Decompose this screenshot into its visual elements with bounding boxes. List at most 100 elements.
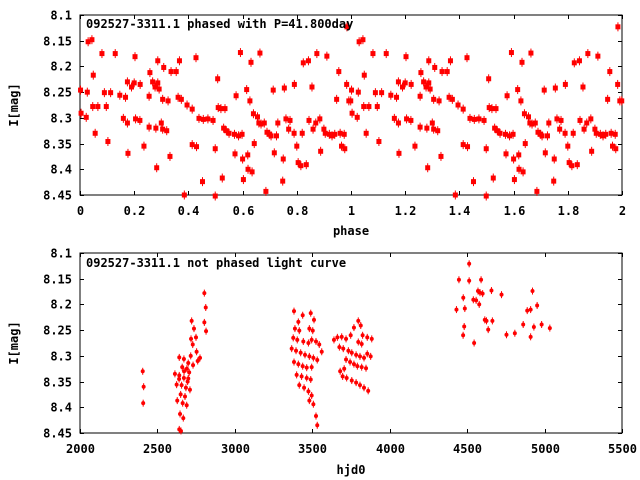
data-point	[525, 307, 530, 315]
data-point	[248, 57, 254, 67]
data-point	[480, 290, 485, 298]
data-point	[245, 164, 251, 174]
data-point	[184, 365, 189, 373]
data-point	[299, 128, 305, 138]
data-point	[365, 350, 370, 358]
data-point	[189, 317, 194, 325]
data-point	[531, 323, 536, 331]
data-point	[395, 118, 401, 128]
data-point	[619, 96, 625, 106]
data-point	[558, 115, 564, 125]
data-point	[310, 327, 315, 335]
data-point	[177, 371, 182, 379]
data-point	[175, 92, 181, 102]
data-point	[600, 131, 606, 141]
data-point	[249, 167, 255, 177]
data-point	[467, 260, 472, 268]
data-point	[360, 331, 365, 339]
data-points-panel1	[140, 260, 552, 435]
data-point	[291, 334, 296, 342]
x-tick-label: 1.8	[558, 204, 580, 218]
data-point	[176, 56, 182, 66]
data-point	[292, 307, 297, 315]
data-point	[581, 124, 587, 134]
data-point	[395, 77, 401, 87]
data-point	[326, 129, 332, 139]
data-point	[361, 70, 367, 80]
data-point	[174, 381, 179, 389]
data-point	[412, 141, 418, 151]
data-point	[311, 316, 316, 324]
data-point	[332, 129, 338, 139]
data-point	[264, 127, 270, 137]
data-point	[528, 306, 533, 314]
unphased-plot-title: 092527-3311.1 not phased light curve	[86, 256, 347, 270]
data-point	[526, 112, 532, 122]
data-point	[137, 79, 143, 89]
y-tick-label: 8.3	[50, 350, 72, 364]
data-point	[511, 154, 517, 164]
data-point	[357, 381, 362, 389]
data-point	[337, 128, 343, 138]
data-point	[199, 177, 205, 187]
data-point	[189, 140, 195, 150]
data-point	[301, 337, 306, 345]
data-point	[461, 331, 466, 339]
phased-plot-title: 092527-3311.1 phased with P=41.800day	[86, 17, 354, 31]
data-point	[196, 113, 202, 123]
axes-frame-panel1	[79, 252, 623, 434]
data-point	[240, 175, 246, 185]
data-point	[504, 91, 510, 101]
data-point	[408, 115, 414, 125]
data-point	[340, 372, 345, 380]
data-point	[595, 51, 601, 61]
data-point	[449, 94, 455, 104]
data-point	[240, 154, 246, 164]
data-point	[182, 392, 187, 400]
x-tick-label: 1	[348, 204, 355, 218]
data-point	[499, 291, 504, 299]
data-point	[105, 137, 111, 147]
data-point	[481, 115, 487, 125]
y-tick-label: 8.1	[50, 9, 72, 23]
unphased-yaxis-label: I[mag]	[7, 321, 21, 365]
data-point	[158, 118, 164, 128]
data-point	[366, 102, 372, 112]
data-point	[84, 87, 90, 97]
y-tick-label: 8.15	[43, 273, 72, 287]
data-point	[351, 324, 356, 332]
data-point	[203, 304, 208, 312]
data-point	[161, 62, 167, 72]
data-point	[300, 58, 306, 68]
data-point	[222, 104, 228, 114]
data-point	[359, 340, 364, 348]
data-point	[344, 22, 350, 32]
data-point	[349, 85, 355, 95]
data-point	[483, 144, 489, 154]
data-point	[447, 56, 453, 66]
data-point	[315, 421, 320, 429]
data-point	[464, 53, 470, 63]
data-point	[178, 410, 183, 418]
data-point	[483, 191, 489, 201]
data-point	[200, 114, 206, 124]
data-point	[552, 83, 558, 93]
data-point	[362, 384, 367, 392]
data-point	[202, 318, 207, 326]
data-point	[191, 325, 196, 333]
data-point	[251, 139, 257, 149]
data-point	[310, 124, 316, 134]
data-point	[280, 176, 286, 186]
data-point	[426, 78, 432, 88]
data-point	[515, 85, 521, 95]
data-point	[175, 397, 180, 405]
y-tick-label: 8.15	[43, 35, 72, 49]
tick-labels-panel0: 0 0.2 0.4 0.6 0.8 1 1.2 1.4 1.6 1.8 2 8.1 8.15 8.2 8.2…	[43, 9, 626, 219]
data-point	[336, 67, 342, 77]
data-point	[361, 102, 367, 112]
data-point	[146, 91, 152, 101]
data-point	[467, 277, 472, 285]
data-point	[198, 354, 203, 362]
data-point	[308, 376, 313, 384]
data-point	[294, 141, 300, 151]
